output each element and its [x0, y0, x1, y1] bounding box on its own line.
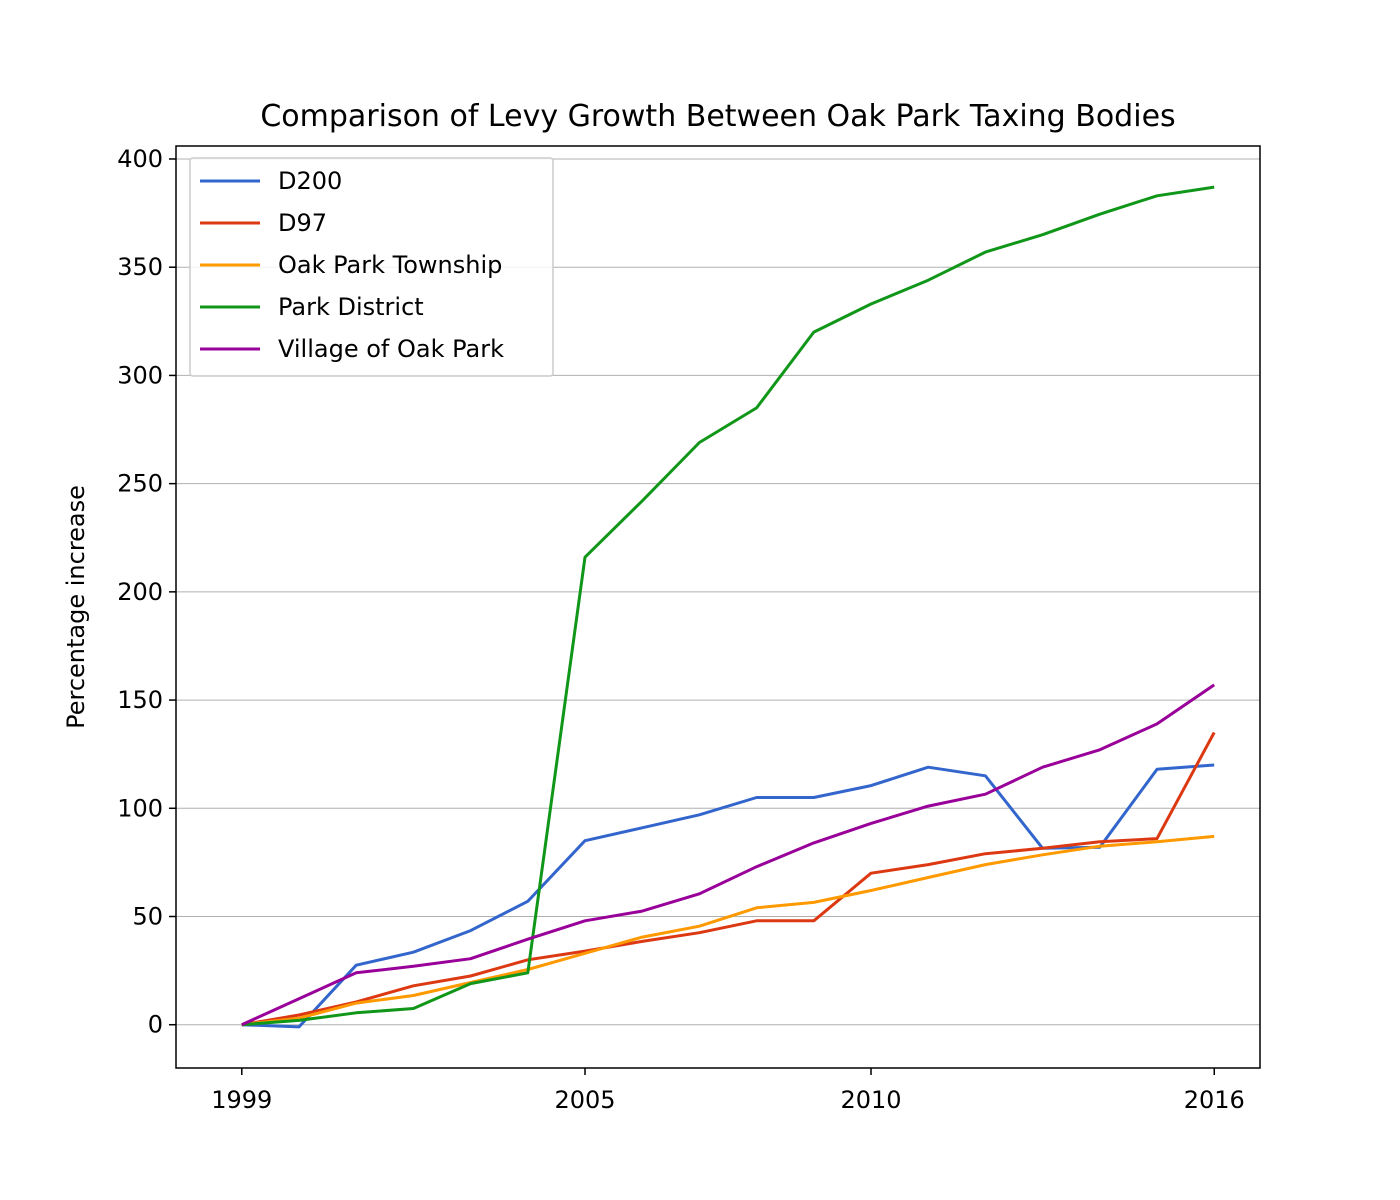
- y-tick-label: 300: [117, 361, 163, 389]
- axes-frame: [175, 145, 1261, 1069]
- legend-label-park-district: Park District: [278, 293, 424, 321]
- legend-label-village-of-oak-park: Village of Oak Park: [278, 335, 504, 363]
- y-tick-label: 50: [132, 902, 163, 930]
- series-line-d200: [241, 763, 1215, 1029]
- x-tick-label: 1999: [211, 1086, 272, 1114]
- legend: D200 D97 Oak Park Township Park District Vil…: [189, 157, 554, 377]
- series-line-oak-park-township: [241, 834, 1215, 1027]
- y-tick-label: 0: [148, 1011, 163, 1039]
- series-line-d97: [241, 731, 1216, 1027]
- legend-box: [189, 157, 554, 377]
- legend-label-oak-park-township: Oak Park Township: [278, 251, 502, 279]
- y-tick-label: 200: [117, 578, 163, 606]
- series-line-park-district: [241, 185, 1215, 1027]
- y-tick-label: 400: [117, 145, 163, 173]
- series-lines: [241, 185, 1216, 1029]
- legend-label-d97: D97: [278, 209, 327, 237]
- y-axis-label: Percentage increase: [62, 485, 90, 729]
- axis-ticks: 0 50 100 150 200 250 300 350 400 1999 2005 2010 2016: [117, 145, 1245, 1114]
- x-tick-label: 2016: [1184, 1086, 1245, 1114]
- x-tick-label: 2010: [840, 1086, 901, 1114]
- series-line-village-of-oak-park: [241, 683, 1216, 1027]
- y-tick-label: 350: [117, 253, 163, 281]
- y-tick-label: 150: [117, 686, 163, 714]
- y-tick-label: 100: [117, 794, 163, 822]
- chart-title: Comparison of Levy Growth Between Oak Pa…: [260, 99, 1175, 134]
- legend-label-d200: D200: [278, 167, 342, 195]
- x-tick-label: 2005: [554, 1086, 615, 1114]
- y-tick-label: 250: [117, 470, 163, 498]
